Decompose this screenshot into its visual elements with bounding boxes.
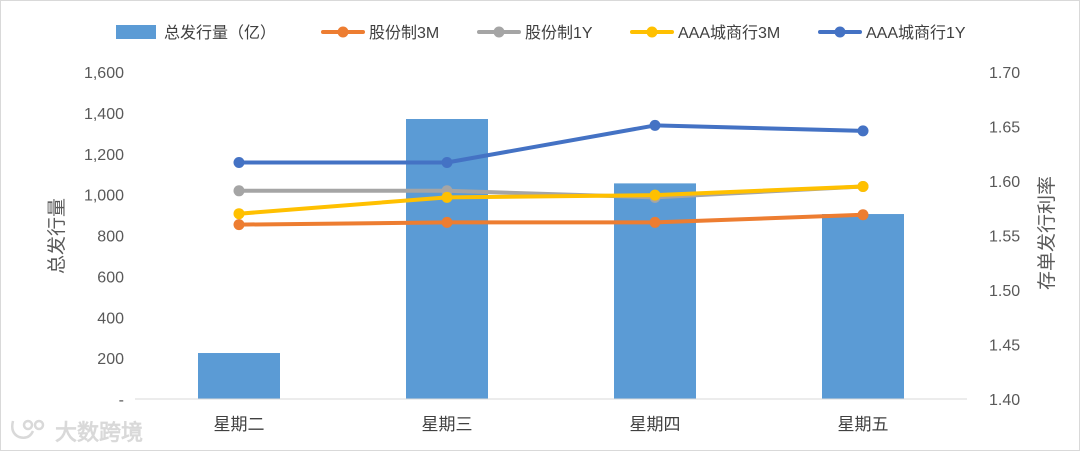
legend-item-4: AAA城商行1Y	[818, 24, 966, 42]
y2-axis-ticks: 1.40 1.45 1.50 1.55 1.60 1.65 1.70	[989, 65, 1020, 409]
bar-series	[198, 119, 904, 399]
data-point	[233, 185, 245, 197]
y2-axis-title: 存单发行利率	[1036, 176, 1058, 290]
data-point	[857, 125, 869, 137]
line-series-4	[233, 119, 869, 168]
series-line	[237, 212, 865, 227]
data-point	[857, 180, 869, 192]
legend-marker	[337, 26, 349, 38]
y-tick-label: 800	[97, 229, 124, 246]
legend-label: 股份制3M	[369, 24, 439, 42]
data-point	[233, 219, 245, 231]
y-axis-ticks: - 200 400 600 800 1,000 1,200 1,400 1,600	[84, 65, 124, 409]
watermark-text: 大数跨境	[55, 420, 143, 445]
data-point	[441, 191, 453, 203]
x-tick-label: 星期三	[422, 415, 473, 434]
legend-label: AAA城商行1Y	[866, 24, 966, 42]
legend-label: AAA城商行3M	[678, 24, 780, 42]
legend: 总发行量（亿） 股份制3M 股份制1Y AAA城商行3M AAA城商行1Y	[116, 24, 966, 42]
legend-item-2: 股份制1Y	[477, 24, 593, 42]
y2-tick-label: 1.55	[989, 229, 1020, 246]
legend-marker	[646, 26, 658, 38]
legend-item-1: 股份制3M	[321, 24, 439, 42]
data-point	[649, 119, 661, 131]
series-line	[237, 184, 865, 216]
y-tick-label: -	[119, 392, 124, 409]
legend-label: 总发行量（亿）	[164, 24, 276, 42]
y-axis-title: 总发行量	[46, 198, 68, 274]
data-point	[649, 216, 661, 228]
watermark: 大数跨境	[11, 419, 143, 445]
bar-4	[822, 214, 904, 399]
y-tick-label: 1,000	[84, 188, 124, 205]
series-line	[237, 123, 865, 165]
y2-tick-label: 1.50	[989, 283, 1020, 300]
data-point	[233, 208, 245, 220]
y2-tick-label: 1.45	[989, 338, 1020, 355]
line-series-1	[233, 209, 869, 231]
y2-tick-label: 1.40	[989, 392, 1020, 409]
y2-tick-label: 1.60	[989, 174, 1020, 191]
data-point	[649, 189, 661, 201]
y-tick-label: 600	[97, 269, 124, 286]
y-tick-label: 1,600	[84, 65, 124, 82]
legend-swatch	[116, 25, 156, 39]
data-point	[857, 209, 869, 221]
legend-label: 股份制1Y	[525, 24, 593, 42]
y-tick-label: 1,400	[84, 106, 124, 123]
legend-marker	[493, 26, 505, 38]
y-tick-label: 1,200	[84, 147, 124, 164]
y2-tick-label: 1.70	[989, 65, 1020, 82]
legend-item-bar: 总发行量（亿）	[116, 24, 276, 42]
line-series-3	[233, 180, 869, 220]
x-tick-label: 星期五	[838, 415, 889, 434]
watermark-logo-icon	[11, 419, 45, 439]
x-axis-labels: 星期二 星期三 星期四 星期五	[214, 415, 889, 434]
y-tick-label: 200	[97, 351, 124, 368]
legend-marker	[834, 26, 846, 38]
data-point	[441, 156, 453, 168]
bar-1	[198, 353, 280, 399]
y2-tick-label: 1.65	[989, 120, 1020, 137]
legend-item-3: AAA城商行3M	[630, 24, 780, 42]
x-tick-label: 星期四	[630, 415, 681, 434]
data-point	[233, 156, 245, 168]
data-point	[441, 216, 453, 228]
bar-3	[614, 183, 696, 399]
y-tick-label: 400	[97, 310, 124, 327]
x-tick-label: 星期二	[214, 415, 265, 434]
line-series-group	[233, 119, 869, 231]
